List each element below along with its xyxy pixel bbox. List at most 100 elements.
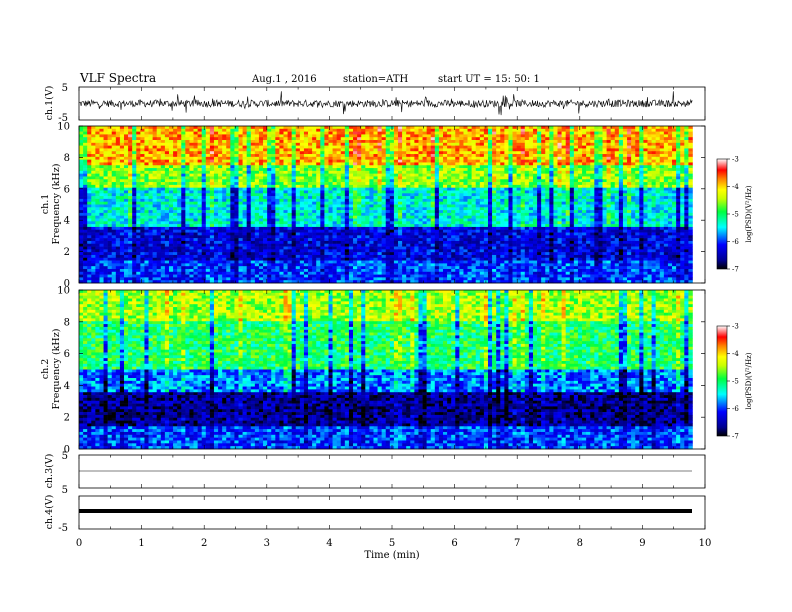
spectrogram-cell (111, 134, 117, 138)
spectrogram-cell (344, 179, 350, 183)
spectrogram-cell (438, 142, 444, 146)
spectrogram-cell (524, 173, 530, 177)
spectrogram-cell (512, 198, 517, 202)
spectrogram-cell (463, 184, 468, 188)
spectrogram-cell (361, 131, 366, 135)
spectrogram-cell (267, 154, 272, 158)
spectrogram-cell (164, 142, 170, 146)
spectrogram-cell (226, 218, 231, 222)
spectrogram-cell (565, 159, 571, 163)
spectrogram-cell (672, 201, 677, 205)
spectrogram-cell (373, 212, 378, 217)
spectrogram-cell (91, 168, 96, 172)
spectrogram-cell (590, 131, 595, 135)
spectrogram-cell (643, 182, 648, 186)
spectrogram-cell (610, 148, 616, 152)
spectrogram-cell (569, 176, 575, 180)
spectrogram-cell (492, 156, 497, 160)
spectrogram-cell (79, 201, 84, 205)
spectrogram-cell (144, 131, 149, 135)
spectrogram-cell (218, 137, 223, 141)
spectrogram-cell (487, 134, 493, 138)
spectrogram-cell (389, 196, 395, 200)
spectrogram-cell (308, 210, 313, 214)
spectrogram-cell (87, 210, 92, 214)
spectrogram-cell (344, 193, 350, 197)
spectrogram-cell (242, 142, 247, 146)
spectrogram-cell (177, 145, 182, 149)
spectrogram-cell (218, 184, 223, 188)
spectrogram-cell (524, 201, 530, 205)
spectrogram-cell (627, 134, 632, 138)
spectrogram-cell (218, 159, 223, 163)
spectrogram-cell (635, 159, 640, 163)
spectrogram-cell (537, 187, 542, 191)
spectrogram-cell (107, 215, 113, 219)
spectrogram-cell (254, 215, 260, 219)
spectrogram-cell (205, 145, 211, 149)
spectrogram-cell (213, 140, 219, 144)
spectrogram-cell (332, 128, 337, 132)
spectrogram-cell (639, 154, 644, 158)
spectrogram-cell (209, 156, 215, 160)
spectrogram-cell (250, 145, 256, 149)
spectrogram-cell (475, 154, 481, 158)
spectrogram-cell (275, 151, 280, 155)
spectrogram-cell (463, 165, 468, 169)
spectrogram-cell (246, 128, 252, 132)
spectrogram-cell (586, 168, 591, 172)
spectrogram-cell (201, 154, 207, 158)
spectrogram-cell (451, 151, 456, 155)
spectrogram-cell (193, 159, 198, 163)
spectrogram-cell (512, 156, 517, 160)
spectrogram-cell (651, 145, 656, 149)
spectrogram-cell (328, 131, 333, 135)
spectrogram-cell (561, 193, 566, 197)
spectrogram-cell (622, 159, 628, 163)
spectrogram-cell (651, 201, 656, 205)
spectrogram-cell (193, 212, 198, 217)
spectrogram-cell (557, 168, 562, 172)
spectrogram-cell (173, 156, 178, 160)
spectrogram-cell (532, 162, 538, 166)
spectrogram-cell (365, 140, 370, 144)
spectrogram-cell (528, 151, 534, 155)
spectrogram-cell (389, 137, 395, 141)
spectrogram-cell (369, 128, 374, 132)
spectrogram-cell (635, 128, 640, 132)
spectrogram-cell (123, 173, 129, 177)
spectrogram-cell (516, 187, 522, 191)
spectrogram-cell (602, 170, 607, 174)
spectrogram-cell (119, 176, 125, 180)
spectrogram-cell (475, 215, 481, 219)
spectrogram-cell (553, 173, 558, 177)
spectrogram-cell (324, 179, 329, 183)
spectrogram-cell (639, 173, 644, 177)
spectrogram-cell (582, 215, 587, 219)
spectrogram-cell (573, 182, 579, 186)
spectrogram-cell (639, 159, 644, 163)
spectrogram-cell (303, 126, 309, 130)
spectrogram-cell (365, 179, 370, 183)
spectrogram-cell (213, 156, 219, 160)
spectrogram-cell (655, 162, 661, 166)
spectrogram-cell (672, 131, 677, 135)
spectrogram-cell (381, 137, 387, 141)
spectrogram-cell (667, 179, 673, 183)
spectrogram-cell (271, 196, 276, 200)
spectrogram-cell (230, 182, 235, 186)
spectrogram-cell (160, 173, 166, 177)
spectrogram-cell (475, 182, 481, 186)
spectrogram-cell (132, 126, 137, 130)
spectrogram-cell (340, 131, 346, 135)
spectrogram-cell (459, 126, 464, 130)
spectrogram-cell (205, 207, 211, 211)
spectrogram-cell (622, 162, 628, 166)
spectrogram-cell (684, 137, 689, 141)
spectrogram-cell (295, 134, 301, 138)
spectrogram-cell (463, 204, 468, 208)
spectrogram-cell (193, 126, 198, 130)
spectrogram-cell (398, 151, 403, 155)
spectrogram-cell (381, 168, 387, 172)
spectrogram-cell (508, 140, 513, 144)
